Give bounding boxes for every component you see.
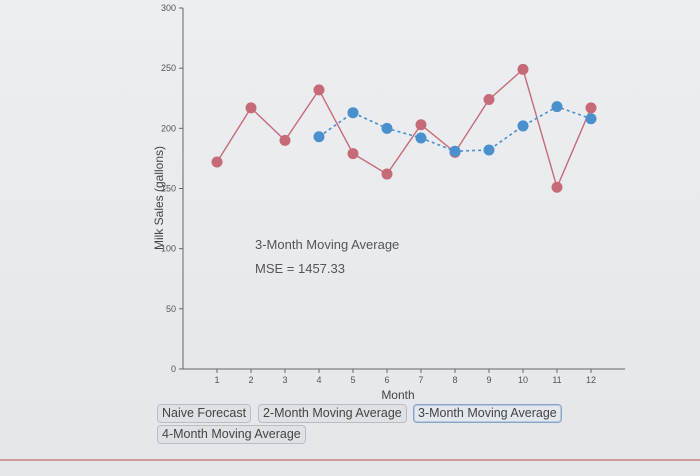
series-layer — [211, 63, 597, 193]
series-point-1 — [211, 156, 223, 168]
series-point-1 — [313, 84, 325, 96]
y-tick-label: 150 — [161, 184, 176, 194]
x-tick-label: 7 — [418, 375, 423, 385]
series-point-2 — [585, 113, 597, 125]
y-tick-label: 200 — [161, 123, 176, 133]
series-point-2 — [517, 120, 529, 132]
y-tick-label: 100 — [161, 244, 176, 254]
x-tick-label: 10 — [518, 375, 528, 385]
series-point-2 — [483, 144, 495, 156]
x-tick-label: 1 — [214, 375, 219, 385]
series-point-1 — [381, 168, 393, 180]
series-point-1 — [347, 148, 359, 160]
y-tick-label: 50 — [166, 304, 176, 314]
series-point-2 — [313, 131, 325, 143]
y-axis-label: Milk Sales (gallons) — [152, 146, 166, 250]
series-point-1 — [483, 93, 495, 105]
two-month-ma-button[interactable]: 2-Month Moving Average — [258, 404, 407, 423]
series-point-1 — [517, 63, 529, 75]
series-point-2 — [347, 107, 359, 119]
series-line-1 — [216, 68, 592, 190]
series-point-2 — [415, 132, 427, 144]
x-tick-label: 4 — [316, 375, 321, 385]
three-month-ma-button[interactable]: 3-Month Moving Average — [413, 404, 562, 423]
axes — [179, 7, 625, 373]
x-tick-label: 6 — [384, 375, 389, 385]
annotation-mse: MSE = 1457.33 — [255, 261, 345, 276]
x-tick-label: 8 — [452, 375, 457, 385]
x-axis-label: Month — [381, 388, 414, 402]
series-line-2 — [318, 105, 592, 153]
x-tick-label: 9 — [486, 375, 491, 385]
x-tick-label: 12 — [586, 375, 596, 385]
series-point-2 — [449, 145, 461, 157]
divider — [0, 459, 700, 461]
series-point-1 — [551, 181, 563, 193]
annotation-method: 3-Month Moving Average — [255, 237, 399, 252]
naive-forecast-button[interactable]: Naive Forecast — [157, 404, 252, 423]
y-tick-label: 300 — [161, 3, 176, 13]
series-point-1 — [245, 102, 257, 114]
x-tick-label: 5 — [350, 375, 355, 385]
x-tick-label: 3 — [282, 375, 287, 385]
series-point-2 — [551, 101, 563, 113]
x-tick-label: 2 — [248, 375, 253, 385]
series-point-1 — [279, 134, 291, 146]
x-tick-label: 11 — [552, 375, 561, 385]
series-point-2 — [381, 122, 393, 134]
series-point-1 — [585, 102, 597, 114]
y-tick-label: 250 — [161, 63, 176, 73]
four-month-ma-button[interactable]: 4-Month Moving Average — [157, 425, 306, 444]
y-tick-label: 0 — [171, 364, 176, 374]
series-point-1 — [415, 119, 427, 131]
